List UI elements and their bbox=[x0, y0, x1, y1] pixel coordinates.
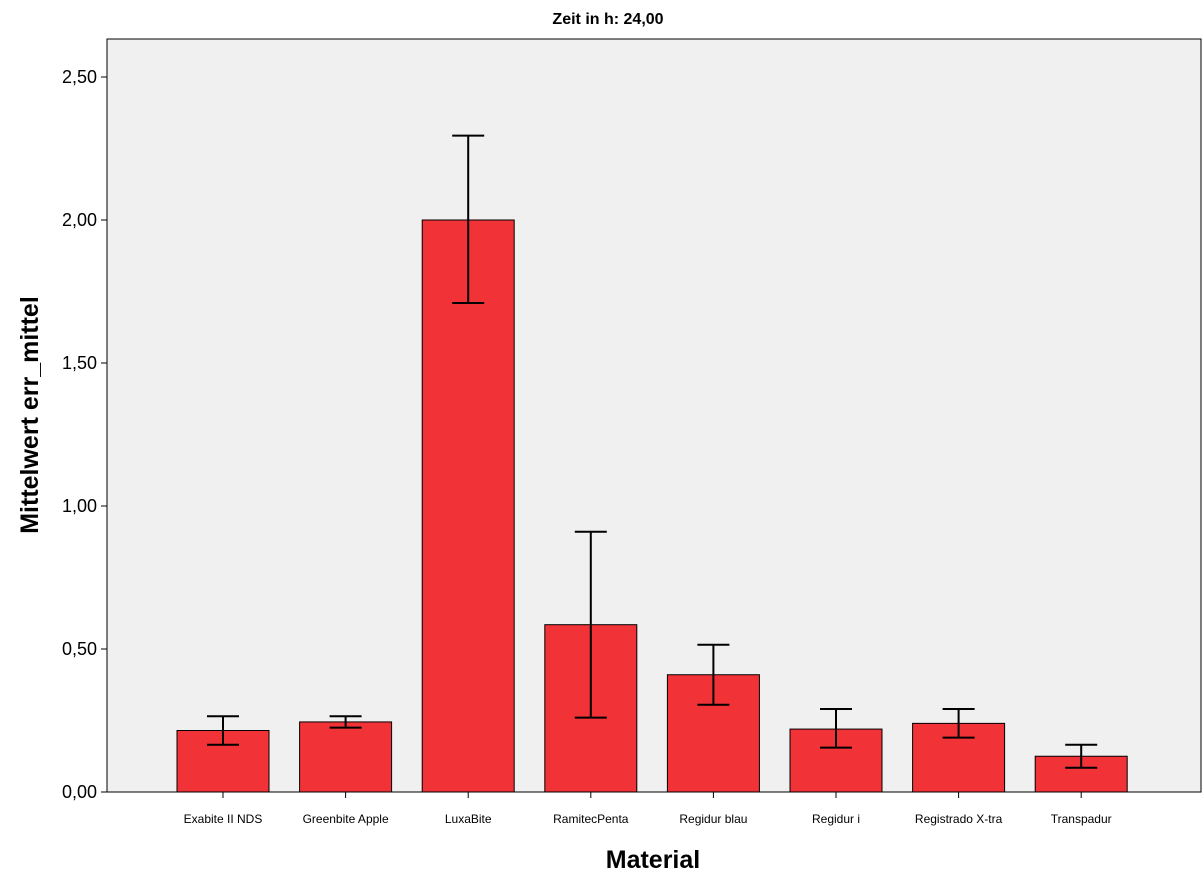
bar bbox=[422, 220, 514, 792]
y-tick-label: 1,00 bbox=[62, 496, 97, 516]
x-tick-label: Regidur blau bbox=[679, 812, 747, 826]
x-tick-label: LuxaBite bbox=[445, 812, 492, 826]
x-axis-label: Material bbox=[606, 846, 700, 874]
y-tick-label: 1,50 bbox=[62, 353, 97, 373]
bar bbox=[300, 722, 392, 792]
y-tick-label: 0,00 bbox=[62, 782, 97, 802]
y-axis-label: Mittelwert err_mittel bbox=[16, 296, 44, 534]
x-tick-label: Exabite II NDS bbox=[184, 812, 263, 826]
plot-area bbox=[107, 39, 1201, 792]
y-tick-label: 2,00 bbox=[62, 210, 97, 230]
x-tick-label: Greenbite Apple bbox=[303, 812, 389, 826]
x-tick-label: Transpadur bbox=[1051, 812, 1112, 826]
y-tick-label: 0,50 bbox=[62, 639, 97, 659]
chart-title: Zeit in h: 24,00 bbox=[552, 11, 663, 28]
x-tick-label: Registrado X-tra bbox=[915, 812, 1003, 826]
x-tick-label: RamitecPenta bbox=[553, 812, 629, 826]
y-tick-label: 2,50 bbox=[62, 67, 97, 87]
x-tick-label: Regidur i bbox=[812, 812, 860, 826]
